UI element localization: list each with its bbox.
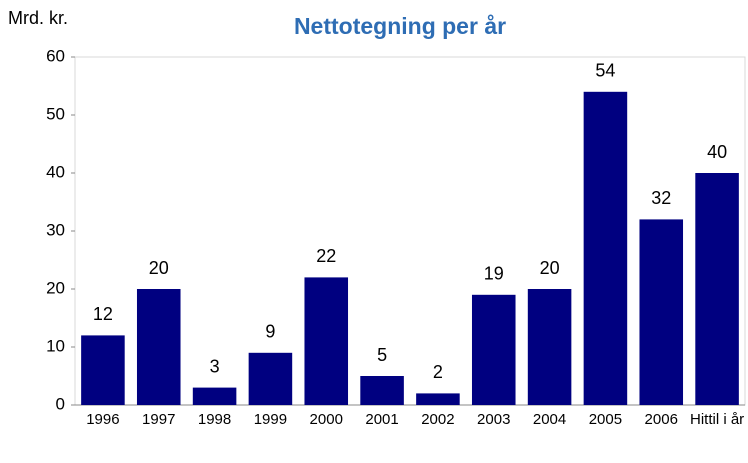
y-tick-label: 20 <box>46 278 65 297</box>
x-tick-label: 2005 <box>588 412 623 428</box>
x-tick-label: 1998 <box>197 412 232 428</box>
bar <box>471 294 516 405</box>
data-label: 20 <box>540 258 560 278</box>
bar <box>583 91 628 406</box>
bar <box>416 393 460 405</box>
x-tick-label: 2001 <box>365 412 399 428</box>
bar <box>527 289 572 405</box>
y-tick-label: 50 <box>46 104 65 123</box>
data-label: 3 <box>210 356 220 376</box>
bar <box>639 219 684 405</box>
data-label: 19 <box>484 264 504 284</box>
x-tick-label-box: 2000 <box>309 412 343 428</box>
data-label: 32 <box>651 188 671 208</box>
x-tick-label: 2000 <box>309 412 343 428</box>
y-tick-label: 10 <box>46 336 65 355</box>
bar <box>192 387 237 405</box>
bar <box>136 289 181 405</box>
x-tick-label-box: 1996 <box>86 412 120 428</box>
bar <box>81 335 125 405</box>
bar <box>360 376 404 405</box>
y-tick-label: 40 <box>46 162 65 181</box>
data-label: 40 <box>707 142 727 162</box>
x-tick-label-box: 2006 <box>644 412 678 428</box>
x-tick-label: 2003 <box>477 412 511 428</box>
bar <box>248 352 293 405</box>
chart-title: Nettotegning per år <box>294 13 506 39</box>
y-axis-label: Mrd. kr. <box>8 8 68 28</box>
data-label: 2 <box>433 362 443 382</box>
data-label: 5 <box>377 345 387 365</box>
x-tick-label: 2006 <box>644 412 678 428</box>
data-label: 20 <box>149 258 169 278</box>
data-label: 9 <box>265 322 275 342</box>
x-tick-label-box: 1999 <box>253 412 288 428</box>
x-tick-label-box: 2001 <box>365 412 399 428</box>
x-tick-label: 1996 <box>86 412 120 428</box>
x-tick-label: 2004 <box>532 412 567 428</box>
x-tick-label-box: 2004 <box>532 412 567 428</box>
x-tick-label-box: 2002 <box>421 412 455 428</box>
x-tick-label-box: 1997 <box>142 412 176 428</box>
y-tick-label: 30 <box>46 220 65 239</box>
x-tick-label-box: 1998 <box>197 412 232 428</box>
x-tick-label-box: 2005 <box>588 412 623 428</box>
x-tick-label: 1997 <box>142 412 176 428</box>
data-label: 12 <box>93 304 113 324</box>
x-tick-label: Hittil i år <box>689 412 745 428</box>
y-tick-label: 60 <box>46 46 65 65</box>
x-tick-label-box: 2003 <box>477 412 511 428</box>
data-label: 54 <box>595 61 615 81</box>
data-label: 22 <box>316 246 336 266</box>
bar <box>695 173 739 405</box>
y-tick-label: 0 <box>56 394 65 413</box>
x-tick-label: 1999 <box>253 412 288 428</box>
bar <box>304 277 349 405</box>
x-tick-label: 2002 <box>421 412 455 428</box>
x-tick-label-box: Hittil i år <box>689 412 745 428</box>
